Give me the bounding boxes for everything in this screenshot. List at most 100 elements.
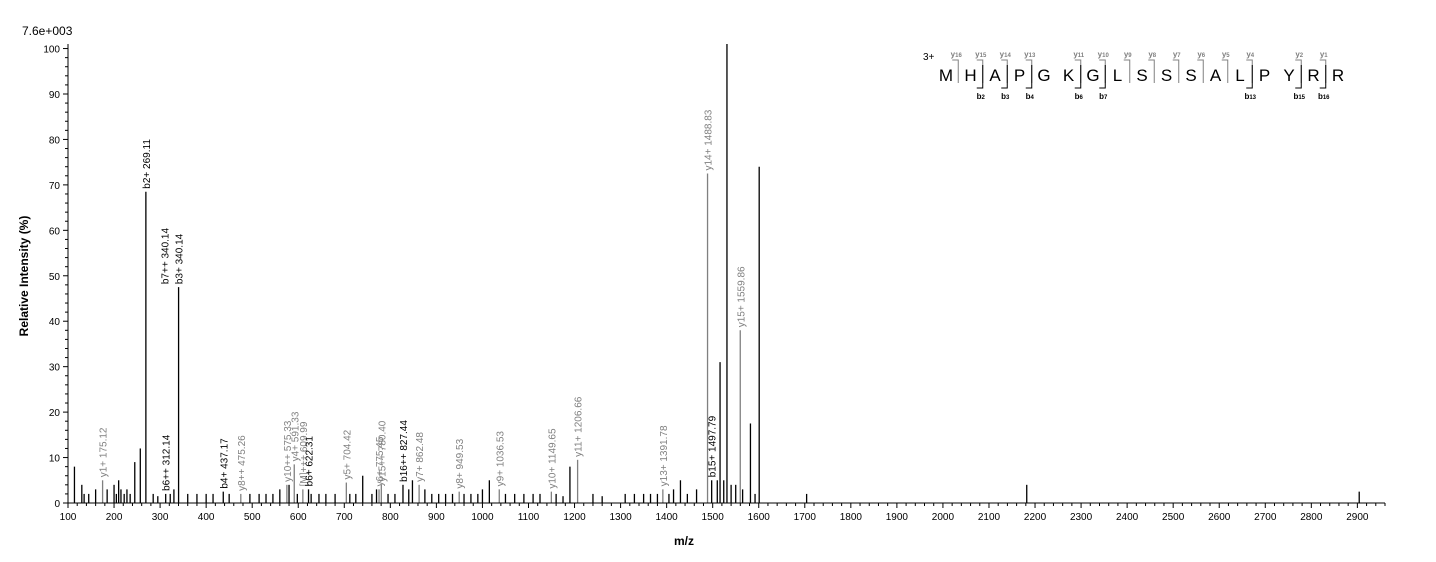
y-ion-marker: y14: [1000, 50, 1012, 59]
y-ion-marker: y8: [1148, 50, 1156, 59]
x-axis-title: m/z: [674, 534, 694, 548]
peak-label: b6+ 622.31: [305, 436, 316, 487]
b-ion-marker: b16: [1318, 92, 1330, 101]
x-tick-label: 100: [60, 512, 77, 523]
intensity-scale-label: 7.6e+003: [22, 24, 73, 38]
y-ion-bracket: [1172, 59, 1180, 83]
b-ion-marker: b6: [1075, 92, 1084, 101]
y-ion-bracket: [1148, 59, 1155, 83]
peak-label: y13+ 1391.78: [659, 425, 670, 486]
b-ion-marker: b7: [1099, 92, 1108, 101]
y-ion-bracket: [1074, 59, 1082, 83]
sequence-residue: G: [1037, 66, 1050, 85]
y-ion-bracket: [1099, 59, 1106, 83]
peak-label: y8++ 475.26: [237, 435, 248, 491]
y-ion-marker: y9: [1124, 50, 1132, 59]
y-tick-label: 70: [49, 181, 61, 192]
x-tick-label: 2400: [1116, 512, 1139, 523]
y-tick-label: 60: [49, 226, 61, 237]
b-ion-bracket: [1074, 65, 1082, 89]
b-ion-bracket: [1319, 65, 1327, 89]
peak-label: b4+ 437.17: [219, 438, 230, 489]
b-ion-bracket: [1295, 65, 1302, 89]
y-ion-marker: y15: [975, 50, 987, 59]
y-ion-marker: y6: [1197, 50, 1205, 59]
b-ion-bracket: [976, 65, 984, 89]
x-tick-label: 1100: [518, 512, 540, 523]
y-tick-label: 40: [49, 317, 61, 328]
y-ion-bracket: [1123, 59, 1131, 83]
b-ion-marker: b4: [1026, 92, 1035, 101]
peak-label: y15++ 780.40: [377, 420, 388, 482]
sequence-residue: L: [1113, 66, 1122, 85]
x-tick-label: 1800: [840, 512, 863, 523]
peak-label: y4+ 591.33: [290, 411, 301, 461]
b-ion-bracket: [1099, 65, 1106, 89]
peak-label: y5+ 704.42: [342, 429, 353, 479]
sequence-residue: K: [1063, 66, 1075, 85]
sequence-residue: R: [1332, 66, 1344, 85]
sequence-residue: S: [1161, 66, 1172, 85]
peak-label: b16++ 827.44: [399, 420, 410, 482]
peak-label: y11+ 1206.66: [574, 396, 585, 457]
x-tick-label: 800: [382, 512, 399, 523]
y-ion-marker: y10: [1098, 50, 1110, 59]
peak-labels: y1+ 175.12 b2+ 269.11 b6++ 312.14 b3+ 340.1…: [99, 109, 748, 491]
peak-label: b2+ 269.11: [142, 139, 153, 189]
peak-label: y10++ 575.33: [283, 420, 294, 482]
x-tick-label: 2200: [1024, 512, 1047, 523]
peak-label: y10+ 1149.65: [547, 428, 558, 489]
b-ion-marker: b13: [1244, 92, 1256, 101]
x-tick-label: 400: [198, 512, 215, 523]
y-ion-marker: y11: [1073, 50, 1084, 59]
x-tick-label: 1300: [609, 512, 632, 523]
x-tick-label: 2600: [1208, 512, 1231, 523]
y-ion-marker: y5: [1222, 50, 1230, 59]
sequence-residue: A: [989, 66, 1001, 85]
y-tick-label: 0: [54, 499, 60, 510]
x-tick-label: 200: [106, 512, 123, 523]
b-ion-bracket: [1246, 65, 1253, 89]
b-ion-marker: b3: [1001, 92, 1010, 101]
y-tick-label: 50: [49, 272, 61, 283]
peak-label: y8+ 949.53: [455, 438, 466, 488]
peak-label: b7++ 340.14: [161, 228, 172, 285]
peak-label: b15+ 1497.79: [708, 415, 719, 477]
y-tick-label: 30: [49, 363, 61, 374]
x-tick-label: 2800: [1300, 512, 1323, 523]
y-tick-label: 80: [49, 135, 61, 146]
x-tick-label: 2000: [932, 512, 955, 523]
sequence-residue: R: [1307, 66, 1319, 85]
y-ion-bracket: [952, 59, 959, 83]
sequence-residue: S: [1185, 66, 1196, 85]
peak-label: [M]+++ 609.99: [299, 421, 310, 486]
y-ion-marker: y13: [1024, 50, 1036, 59]
y-tick-label: 90: [49, 90, 61, 101]
x-tick-label: 700: [336, 512, 353, 523]
x-tick-label: 2900: [1346, 512, 1369, 523]
x-tick-label: 300: [152, 512, 169, 523]
y-ion-marker: y2: [1295, 50, 1303, 59]
sequence-residue: S: [1136, 66, 1147, 85]
y-ion-marker: y4: [1246, 50, 1254, 59]
axes: 100 200 300 400 500 600 700 800 900 1000 1100 1200 1…: [43, 44, 1386, 523]
peak-label: y15+ 1559.86: [736, 266, 747, 327]
x-tick-label: 1500: [702, 512, 725, 523]
sequence-residue: P: [1014, 66, 1025, 85]
y-ion-marker: y7: [1173, 50, 1181, 59]
peak-label: b6++ 312.14: [162, 434, 173, 491]
peak-label: y14+ 1488.83: [704, 109, 715, 170]
x-tick-label: 900: [428, 512, 445, 523]
x-tick-label: 1700: [794, 512, 817, 523]
y-tick-label: 100: [43, 45, 60, 56]
y-ion-bracket: [1001, 59, 1008, 83]
y-ion-marker: y1: [1320, 50, 1328, 59]
y-ion-bracket: [1221, 59, 1229, 83]
peak-label: y6+ 775.45: [375, 436, 386, 486]
sequence-residue: L: [1235, 66, 1244, 85]
sequence-residue: A: [1210, 66, 1222, 85]
x-tick-label: 2500: [1162, 512, 1185, 523]
sequence-residue: G: [1086, 66, 1099, 85]
sequence-residue: H: [964, 66, 976, 85]
